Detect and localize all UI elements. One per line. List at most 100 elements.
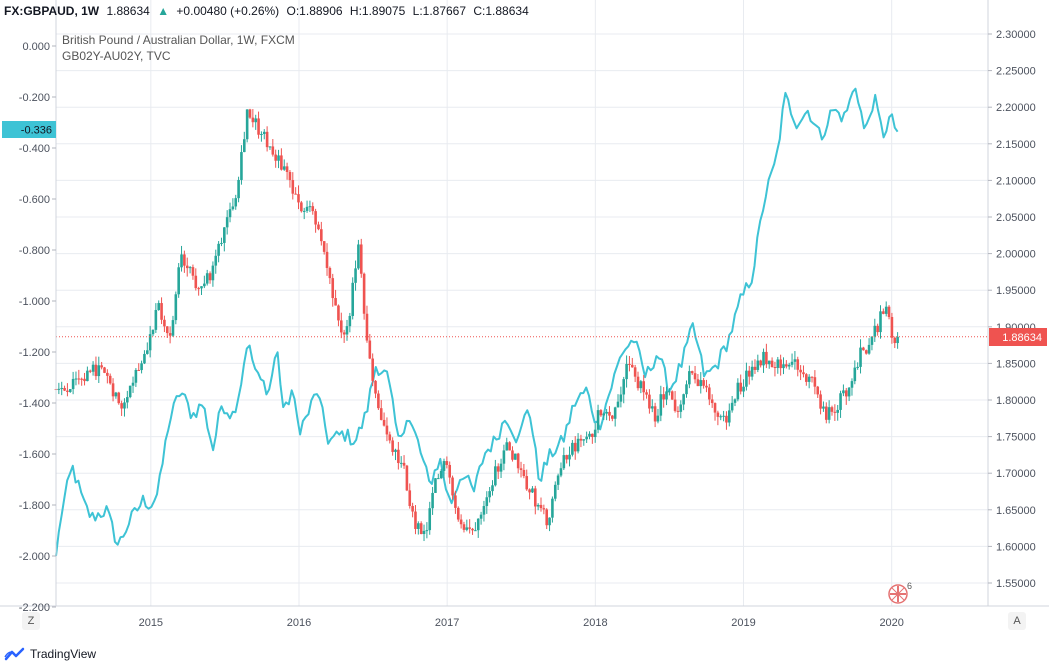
candle-body [625,363,628,380]
candle [168,326,172,344]
candle-body [411,506,414,512]
candle [300,200,303,213]
brand-footer[interactable]: TradingView [4,646,96,662]
last-price-text: 1.88634 [1002,332,1042,344]
candle-body [708,387,711,400]
candle [106,369,109,384]
candle-body [183,254,186,266]
candle-body [66,390,69,392]
candle-body [639,381,643,389]
flag-diag-2 [891,587,905,601]
candle [613,406,617,427]
candle-body [311,206,315,212]
left-axis-mode-button[interactable]: Z [22,612,40,630]
candle-body [559,468,563,476]
candle [773,361,777,377]
candle [257,111,260,139]
candle-body [665,391,668,400]
candle-body [733,399,737,403]
candle [265,126,269,152]
header-close: C:1.88634 [473,4,529,18]
candle-body [126,397,129,403]
candle-body [368,340,372,359]
change-up-icon: ▲ [157,4,170,18]
time-axis-tick-label: 2020 [879,617,903,629]
legend-overlay-series[interactable]: GB02Y-AU02Y, TVC [62,49,171,63]
candle [225,210,229,235]
legend-main-series[interactable]: British Pound / Australian Dollar, 1W, F… [62,33,295,47]
candle [727,403,731,427]
candle-body [471,528,474,531]
candle [436,473,440,480]
candle-body [556,475,560,485]
candle [793,351,797,370]
candle-body [103,367,106,373]
candle-body [317,224,320,230]
candle-body [824,406,828,420]
candle [385,417,389,442]
right-axis-tick-label: 2.15000 [996,139,1036,151]
right-price-axis[interactable]: 2.30000 2.25000 2.20000 2.15000 2.10000 2.050… [988,29,1036,590]
candle [302,207,306,220]
candle [339,312,343,339]
candle-body [588,433,591,437]
candle [685,380,688,398]
candle-body [565,455,568,460]
candle [359,238,363,278]
candle [642,374,646,401]
candle [191,264,195,280]
right-axis-auto-button[interactable]: A [1008,612,1026,630]
candle-body [682,394,685,405]
candle-body [690,371,694,374]
candle [708,383,711,406]
candle [536,503,540,511]
candle [419,521,423,535]
candle-body [254,118,258,123]
candle [251,109,255,128]
candle [599,409,603,417]
candle-body [408,490,412,507]
candle-body [280,155,283,170]
candle [499,458,503,478]
candle-body [257,118,260,135]
candle [448,461,452,484]
candle-body [876,325,879,333]
candle-body [374,380,377,394]
candle-body [217,243,220,256]
left-axis-tick-label: -0.800 [19,245,50,257]
candle [237,176,240,203]
candle-body [339,320,343,333]
candle [639,379,643,394]
candle-body [528,489,531,493]
candle [765,343,768,369]
candle [582,439,586,446]
candle-body [174,294,178,321]
candle [605,408,608,421]
candle [836,404,840,421]
candle-body [519,468,523,470]
candle-body [725,415,728,423]
candle [414,505,417,535]
time-axis[interactable]: 2015 2016 2017 2018 2019 2020 [139,617,904,629]
candle-body [770,360,774,368]
events-badge[interactable]: 6 [888,581,912,604]
candle-body [850,381,854,388]
candle-body [151,329,155,335]
candle [702,377,705,389]
candle-body [496,466,500,472]
candle-body [474,530,477,532]
candle [539,497,543,512]
candle-body [359,244,363,274]
candle [120,400,123,416]
candle-body [277,155,280,161]
candle [725,411,728,430]
candle-body [180,254,183,268]
candle-body [765,351,768,365]
candle [391,437,394,456]
candle [134,368,138,387]
left-price-axis[interactable]: 0.000 -0.200 -0.400 -0.600 -0.800 -1.000 -1.20… [19,41,56,614]
symbol-title[interactable]: FX:GBPAUD, 1W [4,4,100,18]
candle [325,243,329,276]
candle-body [830,407,834,412]
